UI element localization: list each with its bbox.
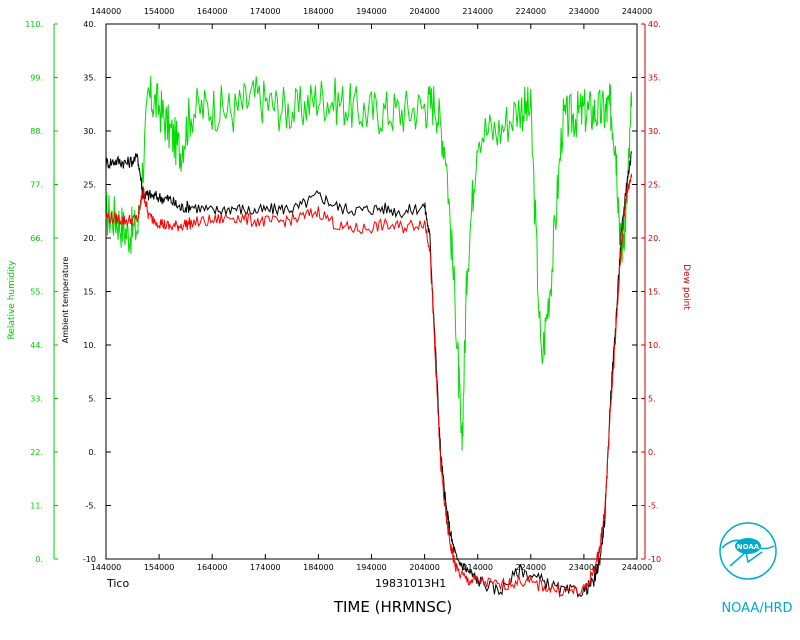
x-tick-label-bottom: 154000 <box>144 563 175 572</box>
dewpoint-tick-label: 40. <box>648 20 661 29</box>
x-axis-title: TIME (HRMNSC) <box>333 598 452 616</box>
rh-tick-label: 88. <box>30 127 43 136</box>
x-tick-label-bottom: 174000 <box>250 563 281 572</box>
temp-tick-label: 40. <box>83 20 96 29</box>
temp-tick-label: -10 <box>83 555 96 564</box>
x-tick-label-top: 164000 <box>197 7 228 16</box>
dewpoint-tick-label: 0. <box>648 448 656 457</box>
noaa-logo: NOAA <box>719 522 777 580</box>
dewpoint-tick-label: 15. <box>648 288 661 297</box>
series-line-dew-point <box>105 173 633 598</box>
temp-tick-label: 25. <box>83 181 96 190</box>
rh-axis-title: Relative humidity <box>7 260 17 340</box>
dewpoint-tick-label: 20. <box>648 234 661 243</box>
temp-tick-label: 35. <box>83 74 96 83</box>
dewpoint-tick-label: 5. <box>648 395 656 404</box>
x-tick-label-top: 144000 <box>91 7 122 16</box>
x-tick-label-top: 234000 <box>569 7 600 16</box>
storm-name: Tico <box>106 577 129 590</box>
x-tick-label-top: 204000 <box>409 7 440 16</box>
x-tick-label-bottom: 224000 <box>516 563 547 572</box>
temp-tick-label: 30. <box>83 127 96 136</box>
dewpoint-tick-label: 35. <box>648 74 661 83</box>
plot-border <box>105 23 638 560</box>
rh-tick-label: 66. <box>30 234 43 243</box>
x-tick-label-bottom: 204000 <box>409 563 440 572</box>
rh-tick-label: 0. <box>35 555 43 564</box>
x-tick-label-top: 244000 <box>622 7 653 16</box>
series-group <box>105 75 633 598</box>
x-tick-label-top: 154000 <box>144 7 175 16</box>
flight-id: 19831013H1 <box>375 577 446 590</box>
temp-tick-label: 5. <box>88 395 96 404</box>
temp-tick-label: 10. <box>83 341 96 350</box>
x-tick-label-top: 214000 <box>462 7 493 16</box>
rh-tick-label: 99. <box>30 74 43 83</box>
dewpoint-tick-label: 25. <box>648 181 661 190</box>
rh-tick-label: 44. <box>30 341 43 350</box>
x-tick-label-bottom: 234000 <box>569 563 600 572</box>
rh-tick-label: 22. <box>30 448 43 457</box>
x-tick-label-top: 184000 <box>303 7 334 16</box>
x-tick-label-top: 194000 <box>356 7 387 16</box>
x-tick-label-top: 224000 <box>516 7 547 16</box>
x-tick-label-bottom: 164000 <box>197 563 228 572</box>
x-tick-label-bottom: 214000 <box>462 563 493 572</box>
rh-tick-label: 77. <box>30 181 43 190</box>
org-label: NOAA/HRD <box>721 601 792 616</box>
rh-tick-label: 55. <box>30 288 43 297</box>
rh-tick-label: 110. <box>25 20 43 29</box>
rh-tick-label: 11. <box>30 502 43 511</box>
series-line-ambient-temperature <box>105 150 633 598</box>
temp-tick-label: 15. <box>83 288 96 297</box>
axes-group: 144000 144000 154000 154000 164000 164000 1740… <box>25 7 661 572</box>
x-tick-label-top: 174000 <box>250 7 281 16</box>
dewpoint-tick-label: -5. <box>648 502 659 511</box>
rh-tick-label: 33. <box>30 395 43 404</box>
temp-tick-label: -5. <box>85 502 96 511</box>
dewpoint-tick-label: -10 <box>648 555 661 564</box>
series-line-relative-humidity <box>105 75 633 451</box>
plot-frame <box>105 23 638 560</box>
dewpoint-tick-label: 30. <box>648 127 661 136</box>
noaa-logo-text: NOAA <box>737 543 760 551</box>
x-tick-label-bottom: 244000 <box>622 563 653 572</box>
x-tick-label-bottom: 194000 <box>356 563 387 572</box>
temp-axis-title: Ambient temperature <box>61 257 70 344</box>
dewpoint-axis-title: Dew point <box>681 264 691 310</box>
dewpoint-tick-label: 10. <box>648 341 661 350</box>
temp-tick-label: 0. <box>88 448 96 457</box>
x-tick-label-bottom: 184000 <box>303 563 334 572</box>
temp-tick-label: 20. <box>83 234 96 243</box>
x-tick-label-bottom: 144000 <box>91 563 122 572</box>
